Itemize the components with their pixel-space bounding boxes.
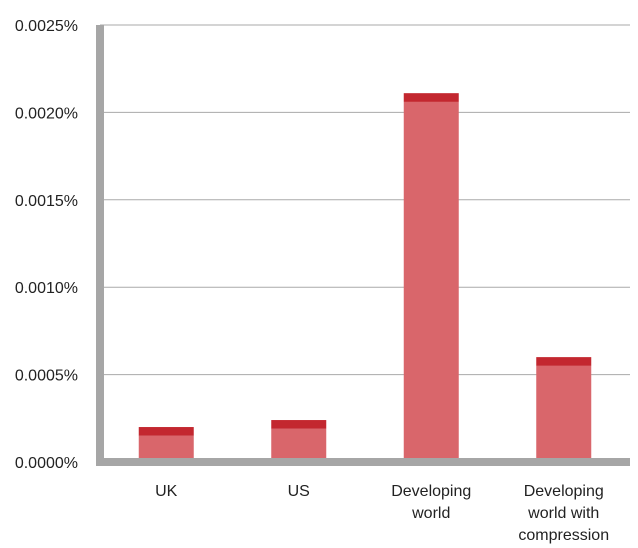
x-axis-line bbox=[96, 458, 630, 466]
y-tick-label: 0.0025% bbox=[15, 18, 78, 35]
y-tick-label: 0.0000% bbox=[15, 455, 78, 472]
y-tick-labels: 0.0000% 0.0005% 0.0010% 0.0015% 0.0020% 0.002… bbox=[15, 18, 78, 472]
bar-segment-1 bbox=[271, 428, 327, 462]
gridlines bbox=[100, 24, 630, 376]
x-tick-label: Developing world bbox=[391, 483, 471, 522]
x-tick-label: Developing world with compression bbox=[518, 483, 609, 544]
bar-segment-2 bbox=[403, 93, 459, 102]
bars bbox=[138, 93, 592, 463]
y-tick-label: 0.0005% bbox=[15, 368, 78, 385]
axes bbox=[96, 25, 630, 466]
x-tick-labels: UK US Developing world Developing world with c… bbox=[155, 483, 609, 544]
bar-segment-1 bbox=[403, 101, 459, 463]
bar-segment-2 bbox=[271, 420, 327, 429]
bar-segment-1 bbox=[536, 365, 592, 462]
bar-segment-2 bbox=[138, 427, 194, 436]
y-tick-label: 0.0020% bbox=[15, 105, 78, 122]
y-tick-label: 0.0010% bbox=[15, 280, 78, 297]
bar-segment-1 bbox=[138, 435, 194, 462]
y-tick-label: 0.0015% bbox=[15, 193, 78, 210]
x-tick-label: UK bbox=[155, 483, 178, 500]
x-tick-label: US bbox=[288, 483, 310, 500]
bar-segment-2 bbox=[536, 357, 592, 366]
y-axis-line bbox=[96, 25, 104, 466]
